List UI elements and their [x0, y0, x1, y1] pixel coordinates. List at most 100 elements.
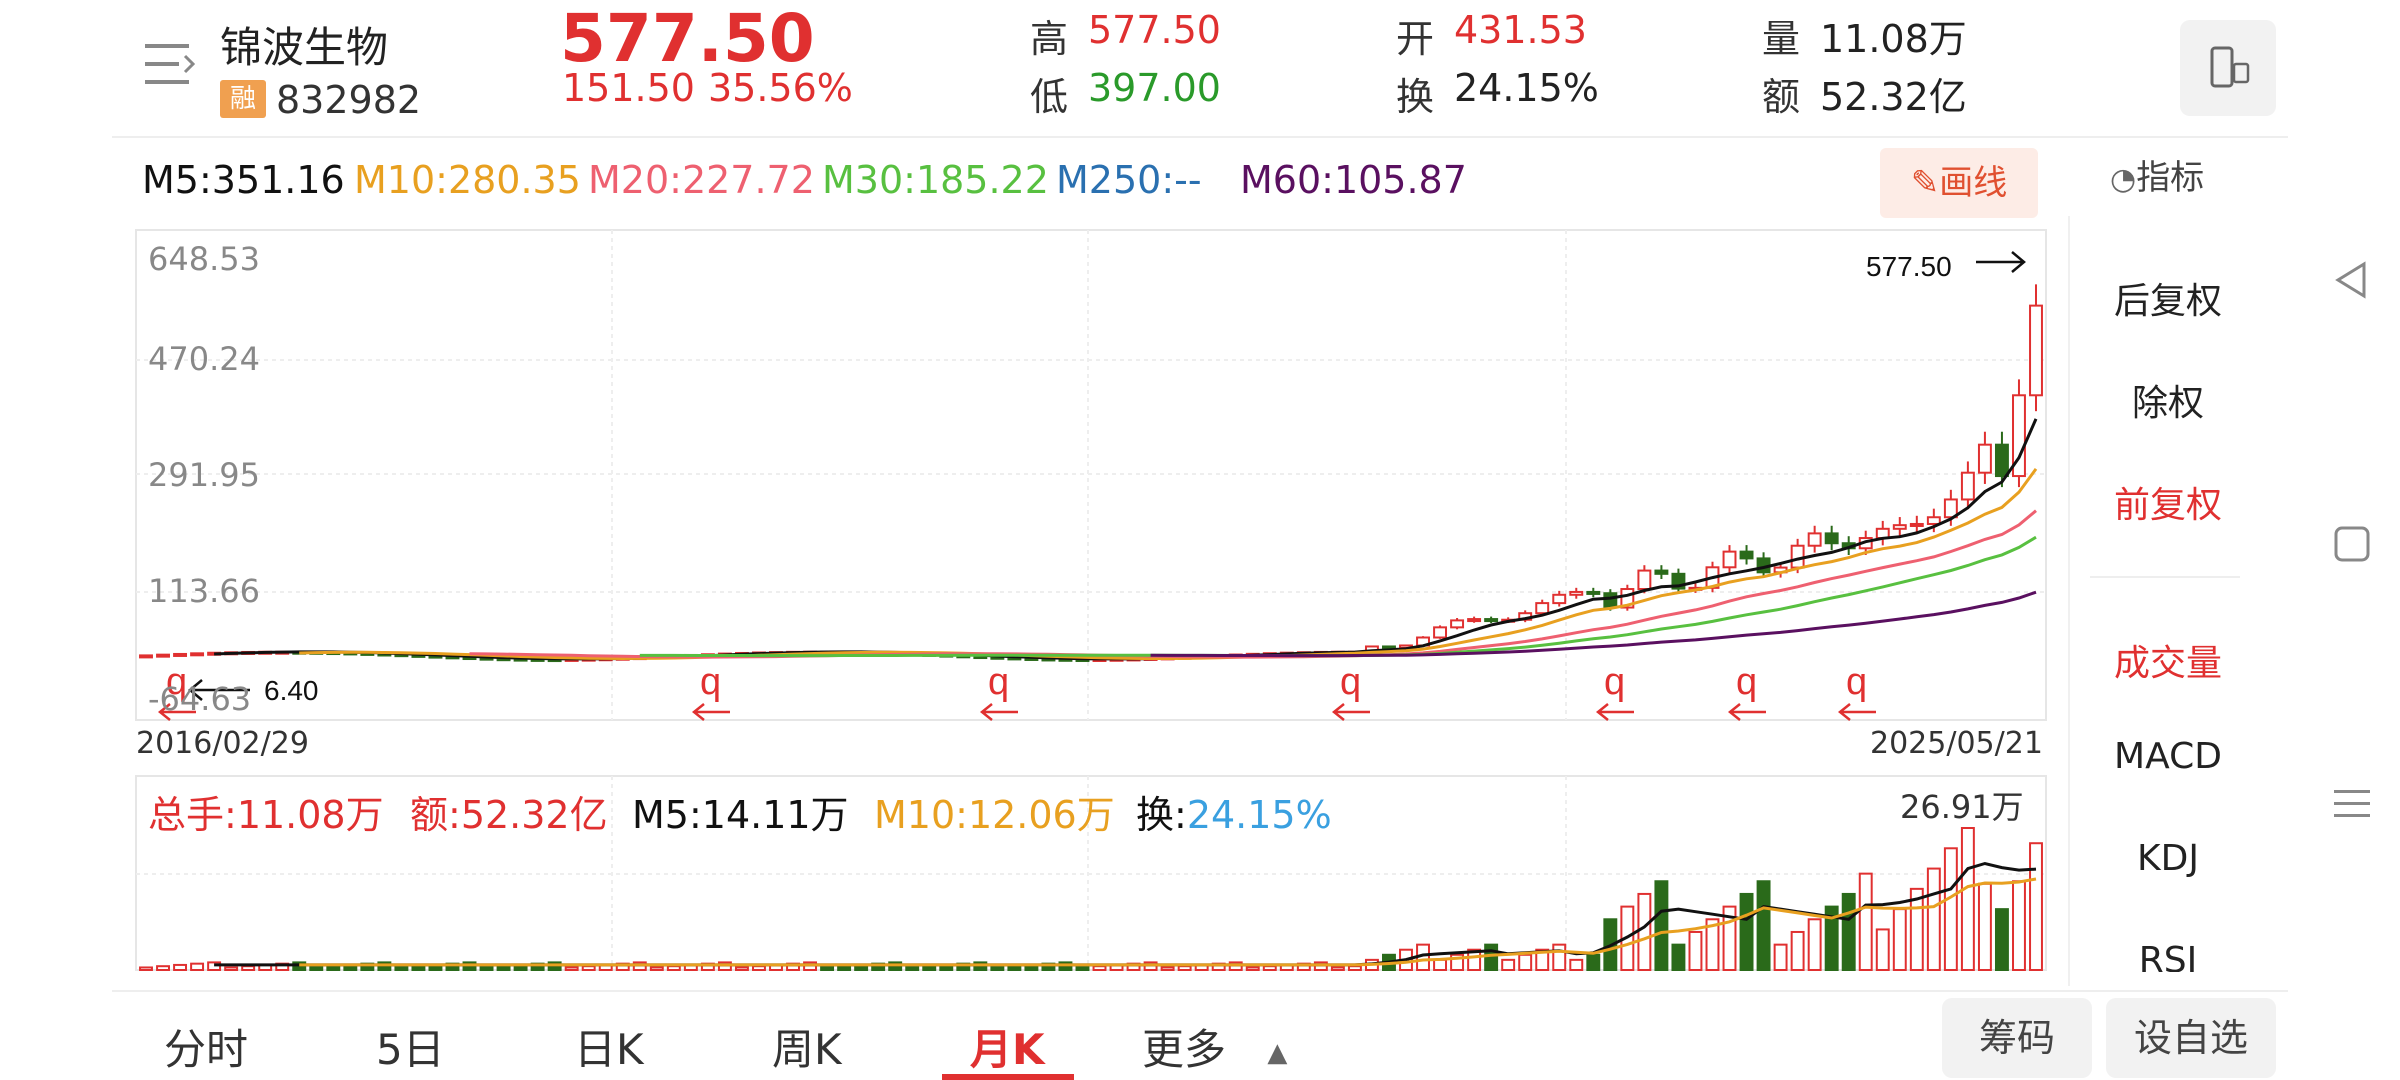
candle-body-90	[1671, 572, 1686, 590]
candle-body-107	[1960, 471, 1975, 501]
candle-body-84	[1569, 590, 1584, 596]
high-value: 577.50	[1088, 8, 1221, 52]
back-nav-icon[interactable]	[2330, 258, 2374, 302]
home-nav-icon[interactable]	[2330, 522, 2374, 566]
tab-more[interactable]: 更多 ▲	[1142, 1016, 1287, 1077]
volume-bar-105	[1926, 867, 1941, 971]
event-marker-3: q	[1340, 661, 1361, 703]
menu-icon[interactable]	[145, 42, 195, 88]
volume-bar-0	[139, 966, 153, 972]
volume-indicator-button[interactable]: 成交量	[2113, 643, 2222, 684]
indicator-button[interactable]: ◔指标	[2110, 150, 2204, 199]
candle-body-83	[1552, 593, 1567, 605]
volume-bar-15	[394, 966, 409, 972]
volume-bar-97	[1790, 930, 1805, 972]
y-axis-label-3: 113.66	[148, 572, 260, 610]
low-label: 低	[1030, 75, 1069, 119]
volume-bar-20	[479, 966, 494, 972]
amount-value: 52.32亿	[1820, 75, 1967, 119]
volume-bar-50	[990, 966, 1005, 972]
volume-bar-96	[1773, 943, 1788, 972]
candle-body-108	[1977, 443, 1992, 474]
recent-apps-nav-icon[interactable]	[2330, 782, 2374, 826]
volume-bar-16	[411, 965, 426, 971]
tab-intraday[interactable]: 分时	[164, 1025, 249, 1074]
active-tab-underline	[942, 1074, 1074, 1080]
event-arrow-icon-5	[1727, 703, 1766, 721]
kdj-indicator-button[interactable]: KDJ	[2137, 838, 2199, 879]
candle-body-94	[1739, 550, 1754, 560]
volume-bar-88	[1637, 892, 1652, 972]
event-marker-2: q	[988, 661, 1009, 703]
event-arrow-icon-1	[691, 703, 730, 721]
volume-bar-76	[1433, 958, 1448, 971]
indicator-label: 指标	[2136, 158, 2205, 198]
event-marker-6: q	[1846, 661, 1867, 703]
tab-daily-k[interactable]: 日K	[574, 1025, 644, 1074]
kline-chart[interactable]: 577.50 6.40 q q q q q q q	[0, 0, 2060, 990]
open-label: 开	[1396, 17, 1435, 61]
volume-bar-90	[1671, 943, 1686, 972]
volume-bar-101	[1858, 872, 1873, 972]
tab-more-label: 更多	[1142, 1025, 1227, 1074]
volume-m5: M5:14.11万	[632, 793, 849, 837]
landscape-toggle-button[interactable]	[2180, 20, 2276, 116]
candle-body-97	[1790, 544, 1805, 569]
volume-bar-84	[1569, 958, 1584, 971]
candle-body-77	[1450, 619, 1465, 629]
candle-body-1	[156, 653, 170, 658]
candle-body-93	[1722, 550, 1737, 569]
amount-value: 52.32亿	[460, 793, 608, 837]
header-divider	[112, 136, 2288, 138]
rsi-indicator-button[interactable]: RSI	[2138, 940, 2198, 972]
candle-body-105	[1926, 516, 1941, 525]
ex-rights-button[interactable]: 除权	[2131, 383, 2204, 424]
volume-bar-99	[1824, 905, 1839, 971]
tab-5day[interactable]: 5日	[376, 1025, 445, 1074]
stock-name: 锦波生物	[220, 23, 389, 72]
macd-indicator-button[interactable]: MACD	[2114, 736, 2222, 777]
candle-body-82	[1535, 602, 1550, 615]
tab-monthly-k[interactable]: 月K	[970, 1025, 1045, 1074]
volume-bar-6	[241, 965, 256, 971]
price-change-pct: 35.56%	[708, 66, 853, 110]
y-axis-label-0: 648.53	[148, 240, 260, 278]
candle-body-0	[139, 654, 153, 659]
candle-body-3	[190, 652, 205, 657]
adjust-post-button[interactable]: 后复权	[2113, 281, 2222, 322]
ma20-label: M20:227.72	[588, 158, 815, 202]
volume-bar-45	[905, 966, 920, 972]
volume-bar-111	[2029, 842, 2043, 972]
caret-up-icon: ▲	[1267, 1037, 1288, 1068]
candle-body-76	[1433, 626, 1448, 639]
y-axis-label-2: 291.95	[148, 456, 260, 494]
min-price-annotation: 6.40	[264, 675, 319, 706]
candle-body-87	[1620, 588, 1635, 609]
event-arrow-icon-6	[1837, 703, 1876, 721]
volume-value: 11.08万	[1820, 17, 1967, 61]
candle-body-2	[173, 652, 188, 657]
max-price-annotation: 577.50	[1866, 251, 1952, 282]
candle-body-86	[1603, 592, 1618, 609]
draw-line-button[interactable]: ✎画线	[1880, 148, 2038, 218]
tab-weekly-k[interactable]: 周K	[772, 1025, 842, 1074]
current-price: 577.50	[560, 0, 815, 77]
high-label: 高	[1030, 17, 1069, 61]
ma10-label: M10:280.35	[354, 158, 581, 202]
candle-body-110	[2012, 394, 2026, 478]
volume-bar-100	[1841, 892, 1856, 972]
volume-bar-10	[309, 966, 324, 972]
volume-bar-109	[1994, 908, 2009, 972]
event-arrow-icon-0	[157, 703, 196, 721]
add-watchlist-button[interactable]: 设自选	[2106, 998, 2276, 1078]
chips-button[interactable]: 筹码	[1942, 998, 2092, 1078]
volume-bar-56	[1092, 965, 1107, 971]
candle-body-89	[1654, 569, 1669, 575]
low-value: 397.00	[1088, 66, 1221, 110]
adjust-pre-button[interactable]: 前复权	[2113, 485, 2222, 526]
volume-bar-61	[1177, 965, 1192, 971]
volume-bar-98	[1807, 918, 1822, 971]
volume-bar-85	[1586, 953, 1601, 971]
volume-bar-41	[837, 965, 852, 971]
ma30-line	[639, 535, 2037, 658]
